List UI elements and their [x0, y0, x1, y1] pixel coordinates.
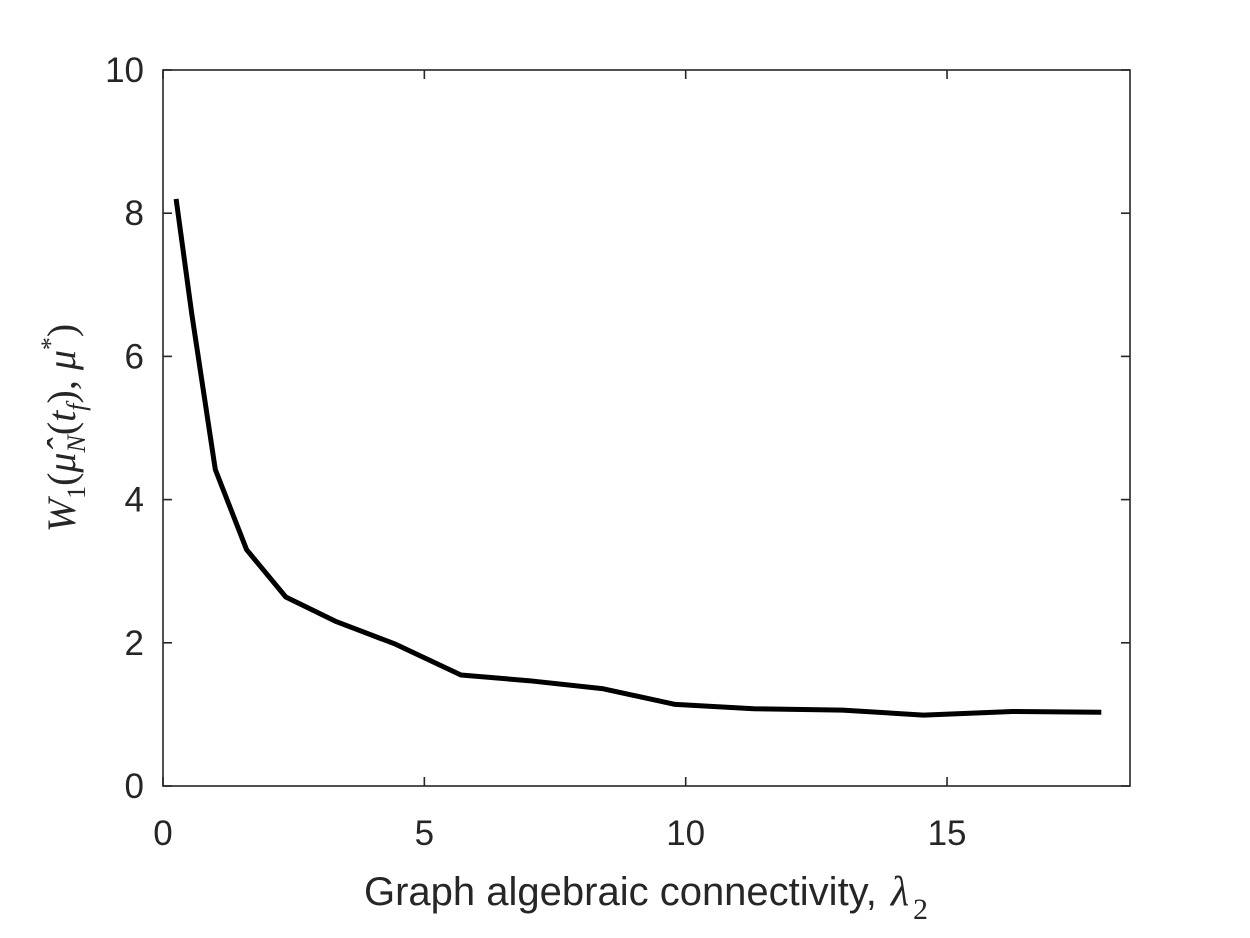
y-tick-label: 10: [105, 51, 144, 90]
x-axis-label-text: Graph algebraic connectivity,: [364, 870, 877, 914]
y-tick-label: 2: [125, 624, 144, 663]
y-tick-label: 0: [125, 767, 144, 806]
plot-frame: [162, 69, 1131, 787]
x-axis-label-symbol: λ: [889, 869, 909, 915]
tick-labels-group: 0 5 10 15 0 2 4 6 8 10: [105, 51, 966, 853]
y-tick-label: 4: [125, 481, 144, 520]
series-line: [173, 198, 1102, 718]
ticks-group: [162, 69, 1130, 787]
y-tick-label: 8: [125, 194, 144, 233]
x-tick-label: 5: [415, 814, 434, 853]
y-tick-label: 6: [125, 337, 144, 376]
x-tick-label: 10: [666, 814, 705, 853]
series-group: [173, 198, 1102, 718]
x-axis-label: Graph algebraic connectivity, λ 2: [364, 869, 928, 926]
x-tick-label: 0: [153, 814, 172, 853]
x-tick-label: 15: [928, 814, 967, 853]
x-axis-label-subscript: 2: [913, 893, 928, 926]
y-axis-label: W1(μ̂N(tf), μ*): [36, 324, 91, 533]
